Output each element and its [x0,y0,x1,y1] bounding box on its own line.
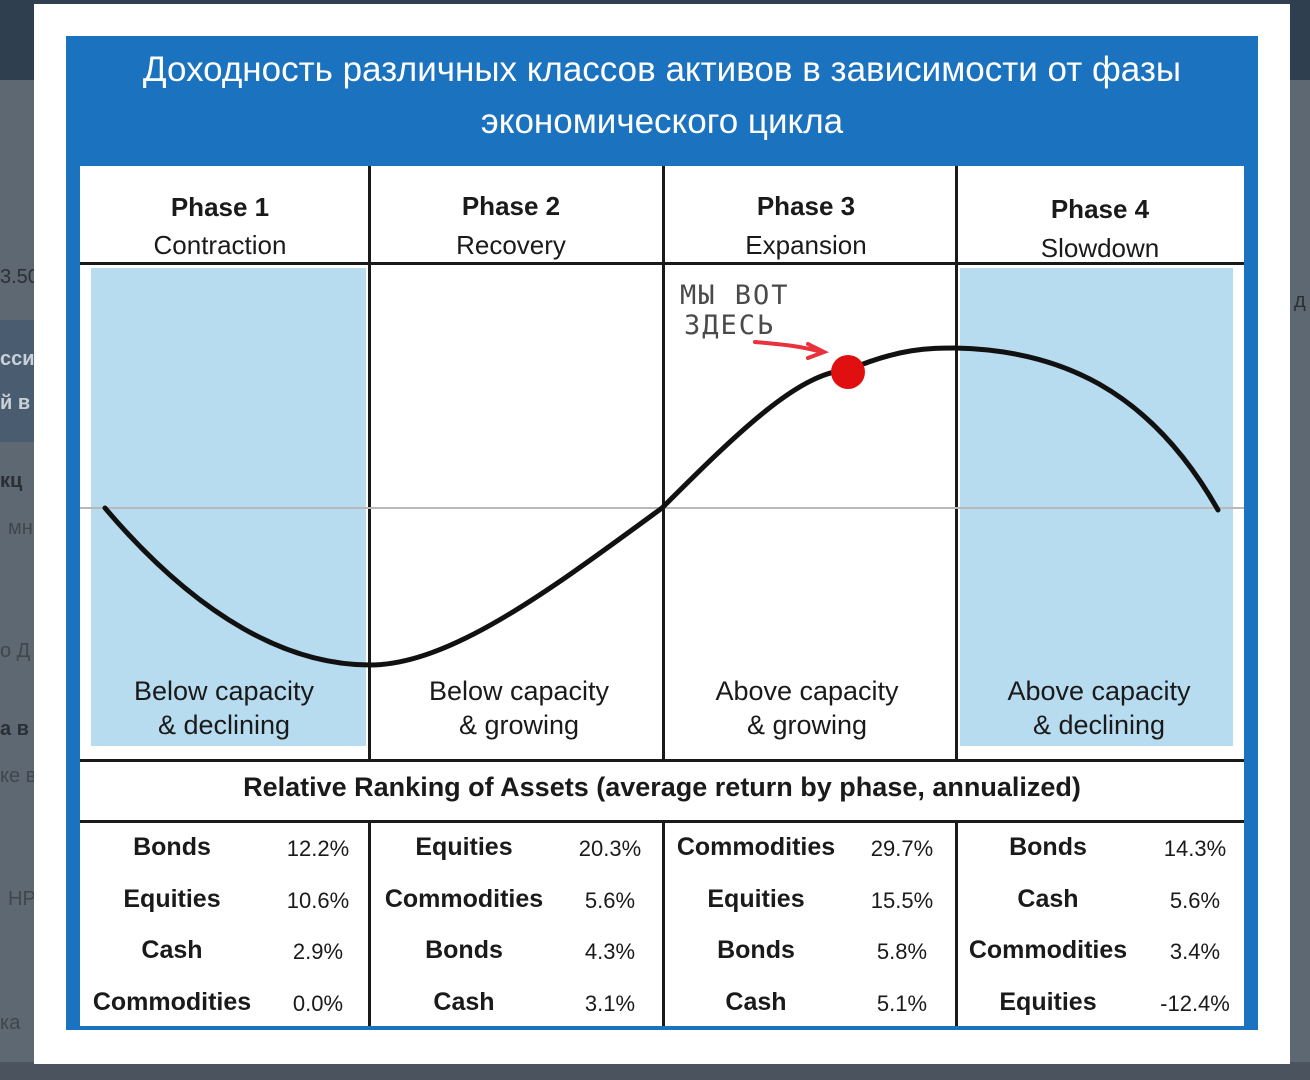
ranking-divider [80,820,1244,823]
ranking-asset: Bonds [133,833,211,861]
ranking-return: 3.4% [1169,939,1221,964]
background-text: о Д [0,640,31,662]
background-text: мн [8,517,33,539]
cycle-curve [102,345,1221,668]
ranking-title: Relative Ranking of Assets (average retu… [243,772,1081,802]
background-text: ке в [0,765,37,787]
annotation-line-2: ЗДЕСЬ [684,310,776,341]
ranking-asset: Commodities [676,833,836,861]
ranking-return: 5.8% [876,939,928,964]
ranking-return: 29.7% [870,836,934,861]
ranking-return: 2.9% [292,939,344,964]
phase-3-name: Expansion [745,230,867,260]
ranking-return: 12.2% [286,836,350,861]
phase-4-number: Phase 4 [1050,194,1150,224]
annotation-arrowhead [806,342,829,360]
background-highlight-band [0,320,34,442]
column-divider [955,166,958,762]
ranking-return: 15.5% [870,888,934,913]
ranking-asset: Cash [725,988,787,1016]
phase-1-name: Contraction [153,230,287,260]
ranking-asset: Commodities [92,988,252,1016]
ranking-asset: Commodities [968,936,1128,964]
background-text: 3.50 [0,266,39,288]
phase-2-name: Recovery [456,230,566,260]
phase-1-number: Phase 1 [170,192,270,222]
ranking-asset: Bonds [717,936,795,964]
ranking-asset: Equities [415,833,513,861]
phase-4-capacity-label: Above capacity & declining [1007,676,1191,740]
current-position-marker [831,355,865,389]
ranking-return: 4.3% [584,939,636,964]
annotation-arrow [753,340,824,354]
annotation-line-1: МЫ ВОТ [680,280,790,311]
ranking-asset: Cash [433,988,495,1016]
phase-3-number: Phase 3 [756,191,856,221]
column-divider [368,166,371,762]
ranking-return: 5.6% [584,888,636,913]
background-text: кц [0,470,23,492]
phase-2-number: Phase 2 [461,191,561,221]
ranking-asset: Bonds [425,936,503,964]
column-divider [368,822,371,1026]
ranking-return: 0.0% [292,991,344,1016]
ranking-return: 20.3% [578,836,642,861]
figure-title: Доходность различных классов активов в з… [142,50,1182,141]
column-divider [955,822,958,1026]
phase-4-name: Slowdown [1040,233,1160,263]
ranking-return: 14.3% [1163,836,1227,861]
background-text: а в [0,718,29,740]
phase-3-capacity-label: Above capacity & growing [715,676,899,740]
background-text: д [1294,290,1306,312]
ranking-return: 3.1% [584,991,636,1016]
background-bottom-bar [0,1062,1310,1080]
phase-1-capacity-label: Below capacity & declining [133,676,315,740]
ranking-asset: Equities [123,885,221,913]
background-text: сси [0,348,35,370]
ranking-asset: Equities [999,988,1097,1016]
ranking-asset: Commodities [384,885,544,913]
phase-2-capacity-label: Below capacity & growing [428,676,610,740]
background-text: НР [8,888,36,910]
ranking-return: 5.6% [1169,888,1221,913]
column-divider [662,166,665,762]
ranking-asset: Equities [707,885,805,913]
ranking-asset: Bonds [1009,833,1087,861]
background-text: ка [0,1012,21,1034]
ranking-return: 10.6% [286,888,350,913]
ranking-asset: Cash [1017,885,1079,913]
column-divider [662,822,665,1026]
ranking-return: 5.1% [876,991,928,1016]
background-text: й в [0,392,31,414]
ranking-return: -12.4% [1160,991,1230,1016]
ranking-asset: Cash [141,936,203,964]
